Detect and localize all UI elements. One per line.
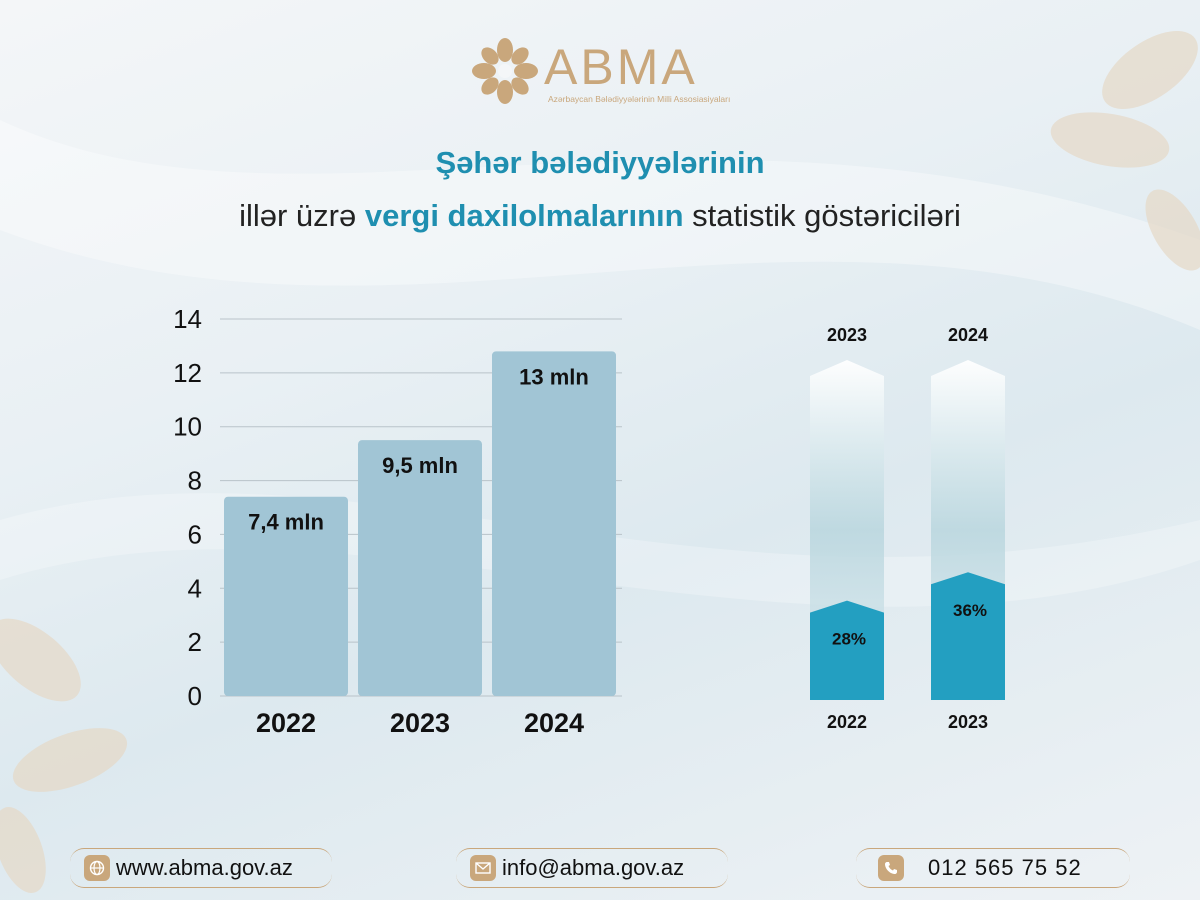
phone-number[interactable]: 012 565 75 52 <box>928 855 1082 880</box>
y-tick-label: 12 <box>173 358 202 388</box>
bar <box>358 440 482 696</box>
percentage-fill <box>931 572 1005 700</box>
y-tick-label: 4 <box>188 573 202 603</box>
title-text-post: statistik göstəriciləri <box>683 198 961 233</box>
revenue-bar-chart: 0 2 4 6 8 10 12 14 7,4 mln 2022 9,5 mln 2023 13 mln 2… <box>173 304 622 738</box>
brand-name: ABMA <box>544 39 698 95</box>
percentage-fill <box>810 600 884 700</box>
data-label: 9,5 mln <box>382 453 458 478</box>
y-tick-label: 2 <box>188 627 202 657</box>
data-label: 13 mln <box>519 364 589 389</box>
brand-logo: ABMA Azərbaycan Bələdiyyələrinin Milli A… <box>470 36 750 106</box>
website-link[interactable]: www.abma.gov.az <box>116 855 293 880</box>
target-year-label: 2024 <box>948 325 988 345</box>
y-tick-label: 0 <box>188 681 202 711</box>
email-link[interactable]: info@abma.gov.az <box>502 855 685 880</box>
page-title-line1: Şəhər bələdiyyələrinin <box>435 145 765 180</box>
flower-logo-icon <box>472 38 538 104</box>
percentage-label: 28% <box>832 630 866 649</box>
y-tick-label: 14 <box>173 304 202 334</box>
title-highlight: vergi daxilolmalarının <box>364 198 684 233</box>
base-year-label: 2022 <box>827 712 867 732</box>
globe-icon <box>84 855 110 881</box>
x-tick-label: 2023 <box>390 708 450 738</box>
email-contact[interactable]: info@abma.gov.az <box>456 848 728 888</box>
phone-icon <box>878 855 904 881</box>
bar <box>492 351 616 696</box>
page-title-line2: illər üzrə vergi daxilolmalarının statis… <box>0 198 1200 234</box>
growth-percentage-chart: 28% 2023 2022 36% 2024 2023 <box>810 325 1005 732</box>
bar <box>224 496 348 696</box>
y-tick-label: 6 <box>188 519 202 549</box>
target-year-label: 2023 <box>827 325 867 345</box>
title-text-pre: illər üzrə <box>239 198 365 233</box>
y-tick-label: 8 <box>188 466 202 496</box>
base-year-label: 2023 <box>948 712 988 732</box>
brand-subtitle: Azərbaycan Bələdiyyələrinin Milli Assosi… <box>548 94 731 104</box>
percentage-label: 36% <box>953 601 987 620</box>
x-tick-label: 2024 <box>524 708 584 738</box>
website-contact[interactable]: www.abma.gov.az <box>70 848 332 888</box>
envelope-icon <box>470 855 496 881</box>
x-tick-label: 2022 <box>256 708 316 738</box>
y-tick-label: 10 <box>173 412 202 442</box>
phone-contact[interactable]: 012 565 75 52 <box>856 848 1130 888</box>
data-label: 7,4 mln <box>248 510 324 535</box>
